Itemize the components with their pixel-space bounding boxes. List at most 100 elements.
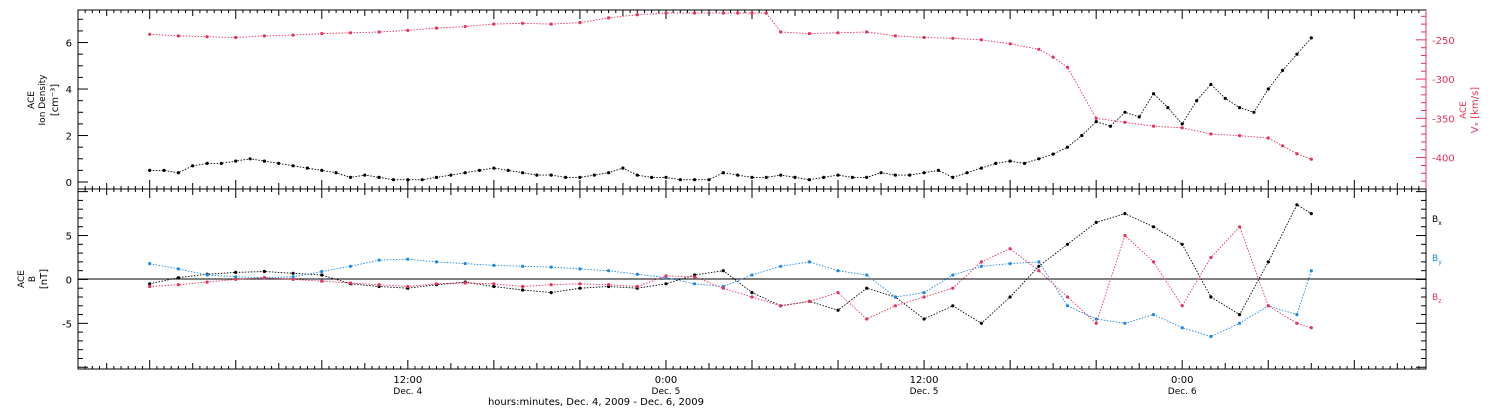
by-point [779,264,783,268]
vx-point [549,22,553,26]
data-marks [148,11,1313,339]
vx-point [1209,132,1213,136]
by-point [1008,262,1012,266]
top-right-tick-label: -250 [1432,36,1455,47]
by-trace [149,258,1312,337]
x-axis-title: hours:minutes, Dec. 4, 2009 - Dec. 6, 20… [488,397,704,408]
ion-density-point [908,173,912,177]
x-tick-label-date: Dec. 6 [1168,387,1197,397]
bx-point [578,286,582,290]
top-left-axis-label-line2: Ion Density [38,74,48,126]
ion-density-point [277,161,281,165]
top-panel-frame [77,9,1427,190]
bz-point [291,277,295,281]
bz-point [377,283,381,287]
bx-point [922,317,926,321]
vx-point [176,34,180,38]
ion-density-point [377,175,381,179]
bz-point [148,284,152,289]
ion-density-point [291,164,295,168]
vx-point [434,26,439,30]
vx-point [922,35,926,40]
bz-point [1266,304,1270,308]
ion-density-point [965,171,969,175]
ion-density-point [951,175,955,179]
ion-density-point [1137,115,1141,119]
by-point [406,257,410,261]
bx-point [148,282,152,286]
vx-point [1180,126,1184,130]
bx-point [492,284,496,289]
x-tick-label-time: 0:00 [655,375,677,386]
ion-density-point [1022,161,1027,165]
vx-point [1008,42,1012,46]
vx-point [1309,157,1313,161]
ion-density-point [707,178,711,182]
bz-point [234,277,238,281]
ion-density-point [205,161,209,165]
ion-density-point [477,168,482,172]
bz-point [176,283,180,287]
vx-point [348,31,353,35]
legend-bz: Bz [1432,293,1441,305]
ion-density-point [635,173,639,177]
x-tick-label-date: Dec. 5 [652,387,681,397]
bottom-left-tick-label: 0 [66,275,72,286]
ion-density-point [936,168,941,172]
bx-point [234,270,238,274]
bx-point [664,282,668,286]
bottom-left-axis-label-line2: B [28,276,38,282]
vx-point [1123,120,1127,124]
ion-density-point [822,175,826,179]
by-point [1209,334,1213,339]
top-left-tick-label: 0 [66,178,72,189]
vx-point [492,22,496,26]
vx-point [234,35,238,40]
vx-trace [149,12,1312,160]
by-point [205,273,209,277]
bottom-left-axis-label-line1: ACE [17,270,27,288]
ion-density-point [693,178,697,182]
bz-point [807,299,812,303]
x-tick-label-time: 12:00 [393,375,422,386]
bz-point [750,295,754,299]
ion-density-point [1037,157,1041,161]
bz-point [492,282,496,286]
ion-density-point [578,175,582,179]
ion-density-point [176,171,180,175]
ion-density-point [721,171,725,175]
top-left-axis-label-line3: [cm⁻³] [50,84,61,116]
top-left-tick-label: 2 [66,132,72,143]
top-left-tick-label: 4 [66,85,72,96]
ion-density-point [1065,145,1070,149]
legend-bx: Bx [1432,215,1442,227]
by-point [348,264,353,268]
bz-point [721,286,725,290]
ion-density-point [406,178,410,182]
ion-density-trace [149,37,1312,181]
ion-density-point [148,168,152,172]
vx-point [578,21,582,25]
by-point [836,269,840,273]
ion-density-point [549,173,553,177]
ion-density-point [219,161,223,165]
vx-point [377,30,381,34]
bz-point [635,284,639,289]
ion-density-point [736,173,740,177]
by-point [549,265,553,269]
top-right-axis-label-line2: Vₓ [km/s] [1470,87,1481,133]
bz-point [320,279,324,283]
ion-density-point [305,166,309,170]
vx-point [865,30,869,34]
x-tick-label-date: Dec. 5 [910,387,939,397]
vx-point [979,38,984,42]
bx-trace [149,204,1312,324]
ion-density-point [1008,159,1012,163]
bz-point [693,275,697,279]
vx-point [721,11,725,15]
top-left-axis-label-line1: ACE [27,91,37,109]
ion-density-point [979,166,984,170]
vx-point [291,33,295,37]
by-point [635,272,639,276]
